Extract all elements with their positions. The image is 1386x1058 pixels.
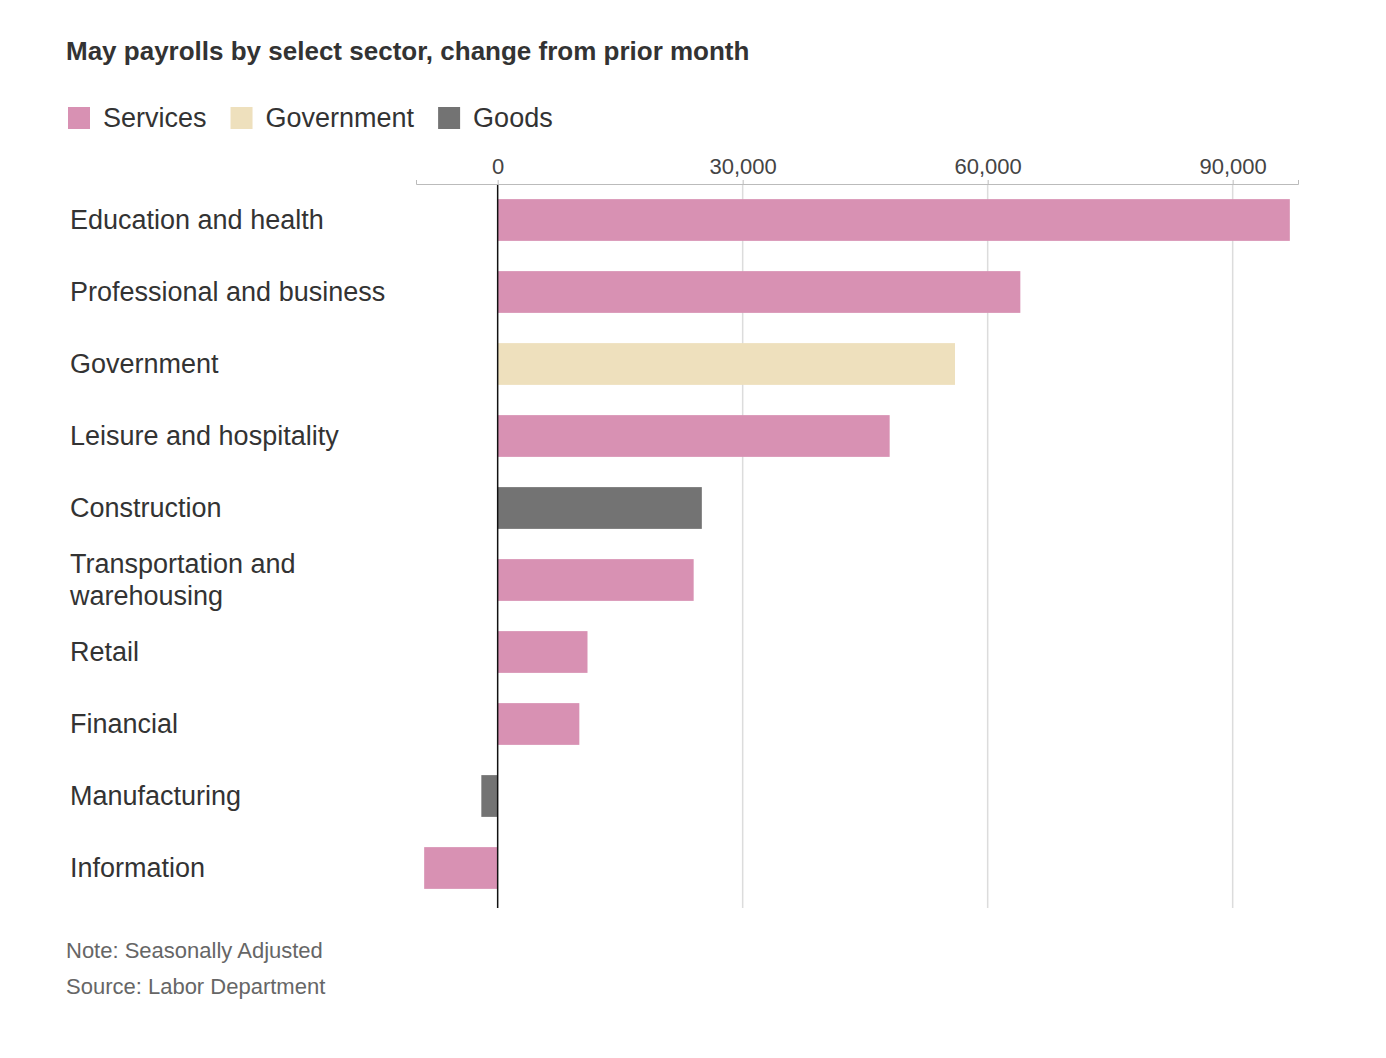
legend: Services Government Goods: [68, 103, 553, 133]
tick: 90,000: [1200, 154, 1267, 184]
bars: [424, 199, 1290, 889]
category-labels: Education and health Professional and bus…: [69, 205, 385, 883]
tick-label: 30,000: [710, 154, 777, 179]
category-label: Transportation andwarehousing: [69, 549, 296, 611]
legend-label: Goods: [473, 103, 553, 133]
legend-swatch: [231, 107, 253, 129]
tick-label: 0: [492, 154, 504, 179]
bar: [498, 415, 890, 457]
tick-label: 60,000: [955, 154, 1022, 179]
chart: May payrolls by select sector, change fr…: [0, 0, 1386, 1058]
tick-mark: [498, 180, 499, 184]
category-label: Government: [70, 349, 219, 379]
legend-label: Services: [103, 103, 207, 133]
note: Note: Seasonally Adjusted: [66, 938, 323, 963]
bar: [498, 559, 694, 601]
category-label: Professional and business: [70, 277, 385, 307]
category-label: Information: [70, 853, 205, 883]
tick-mark: [743, 180, 744, 184]
bar: [424, 847, 498, 889]
tick-mark: [988, 180, 989, 184]
source: Source: Labor Department: [66, 974, 325, 999]
bar: [498, 343, 955, 385]
category-label: Construction: [70, 493, 222, 523]
axis-line: [417, 180, 1299, 185]
legend-swatch: [438, 107, 460, 129]
category-label: Leisure and hospitality: [70, 421, 339, 451]
grid-line: [1232, 184, 1234, 908]
bar: [498, 703, 580, 745]
category-label: Manufacturing: [70, 781, 241, 811]
tick-mark: [1233, 180, 1234, 184]
title: May payrolls by select sector, change fr…: [66, 36, 749, 66]
bar: [498, 271, 1021, 313]
bar: [481, 775, 497, 817]
tick: 60,000: [955, 154, 1022, 184]
tick: 30,000: [710, 154, 777, 184]
legend-label: Government: [266, 103, 415, 133]
bar: [498, 631, 588, 673]
legend-swatch: [68, 107, 90, 129]
tick: 0: [492, 154, 504, 184]
tick-label: 90,000: [1200, 154, 1267, 179]
x-axis: 0 30,000 60,000 90,000: [417, 154, 1299, 185]
zero-line: [497, 184, 499, 908]
bar: [498, 487, 702, 529]
bar: [498, 199, 1290, 241]
category-label: Financial: [70, 709, 178, 739]
category-label: Education and health: [70, 205, 324, 235]
category-label: Retail: [70, 637, 139, 667]
